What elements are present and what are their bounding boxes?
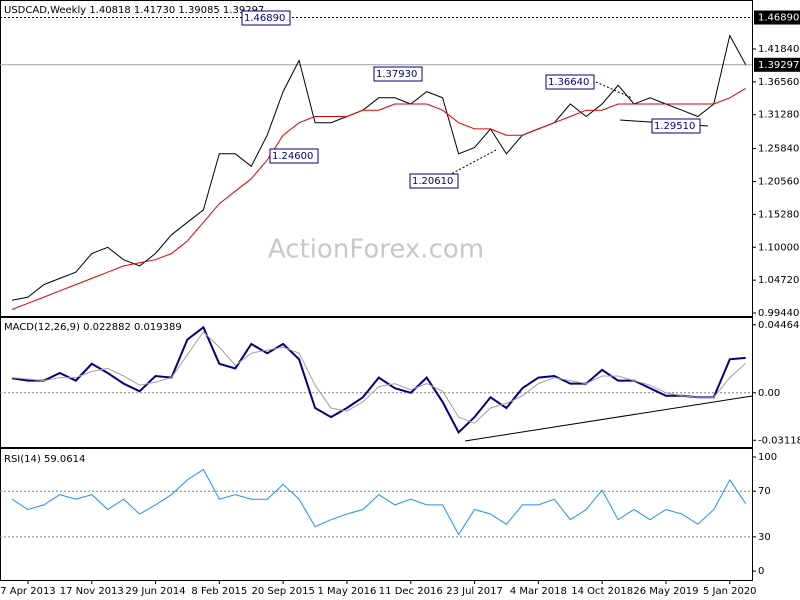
series-line — [11, 468, 747, 536]
series-line — [11, 87, 746, 310]
x-tick-label: 1 May 2016 — [318, 586, 377, 597]
macd-panel-frame — [0, 317, 753, 448]
annotation-box — [545, 74, 595, 90]
y-tick-label: 30 — [758, 532, 771, 543]
y-tick-label: 1.10000 — [758, 242, 799, 253]
y-tick-label: 1.41840 — [758, 44, 799, 55]
annotation: 1.36640 — [548, 77, 589, 88]
macd-trendline — [464, 395, 753, 442]
annotation: 1.20610 — [412, 176, 453, 187]
main-title: USDCAD,Weekly 1.40818 1.41730 1.39085 1.… — [4, 5, 264, 16]
annotation: 1.46890 — [244, 13, 285, 24]
price-label: 1.39297 — [758, 60, 799, 71]
x-tick-label: 8 Feb 2015 — [191, 586, 247, 597]
annotation-box — [651, 118, 701, 134]
annotation-box — [373, 66, 423, 82]
y-tick-label: 0.044642 — [758, 320, 800, 331]
rsi-title: RSI(14) 59.0614 — [4, 454, 85, 465]
y-tick-label: 1.25840 — [758, 144, 799, 155]
y-tick-label: 1.20560 — [758, 176, 799, 187]
y-tick-label: 70 — [758, 486, 771, 497]
annotation: 1.29510 — [654, 121, 695, 132]
connector — [437, 149, 497, 182]
main-panel-frame — [0, 0, 753, 317]
x-tick-label: 11 Dec 2016 — [379, 586, 443, 597]
price-label-box — [754, 57, 800, 72]
x-tick-label: 29 Jun 2014 — [125, 586, 185, 597]
price-label: 1.46890 — [758, 13, 799, 24]
price-label-box — [754, 10, 800, 25]
y-tick-label: 100 — [758, 452, 777, 463]
annotation-box — [269, 148, 319, 164]
y-tick-label: 1.04720 — [758, 275, 799, 286]
x-tick-label: 17 Nov 2013 — [60, 586, 124, 597]
annotation: 1.24600 — [272, 151, 313, 162]
y-tick-label: 0.00 — [758, 388, 780, 399]
x-tick-label: 20 Sep 2015 — [251, 586, 314, 597]
y-tick-label: 1.15280 — [758, 209, 799, 220]
y-tick-label: 0 — [758, 566, 764, 577]
annotation-box — [241, 10, 291, 26]
x-tick-label: 23 Jul 2017 — [446, 586, 503, 597]
y-tick-label: 1.36560 — [758, 77, 799, 88]
annotation: 1.37930 — [376, 69, 417, 80]
x-tick-label: 14 Oct 2018 — [571, 586, 633, 597]
y-tick-label: 0.99440 — [758, 308, 799, 319]
x-tick-label: 7 Apr 2013 — [0, 586, 55, 597]
rsi-panel-frame — [0, 448, 753, 581]
macd-title: MACD(12,26,9) 0.022882 0.019389 — [4, 322, 182, 333]
x-tick-label: 4 Mar 2018 — [510, 586, 567, 597]
x-tick-label: 5 Jan 2020 — [703, 586, 757, 597]
series-line — [11, 331, 747, 424]
x-tick-label: 26 May 2019 — [633, 586, 698, 597]
y-tick-label: -0.031183 — [758, 435, 800, 446]
watermark: ActionForex.com — [268, 235, 484, 265]
annotation-box — [409, 173, 459, 189]
series-line — [11, 325, 746, 435]
y-tick-label: 1.31280 — [758, 110, 799, 121]
